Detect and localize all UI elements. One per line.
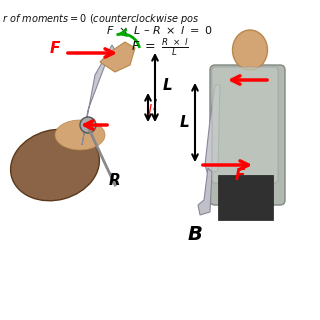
Polygon shape <box>205 85 220 175</box>
Text: $\it{l}$: $\it{l}$ <box>152 98 158 113</box>
Text: R: R <box>109 172 121 188</box>
Ellipse shape <box>11 129 100 201</box>
Text: $\it{l}$: $\it{l}$ <box>147 102 153 117</box>
Polygon shape <box>82 45 115 145</box>
Text: $\it{r\ of\ moments = 0\ (counterclockwise\ pos}$: $\it{r\ of\ moments = 0\ (counterclockwi… <box>2 12 199 26</box>
Text: F: F <box>50 41 60 55</box>
Circle shape <box>80 117 96 133</box>
FancyBboxPatch shape <box>212 67 278 183</box>
Ellipse shape <box>55 120 105 150</box>
Text: L: L <box>180 115 190 130</box>
Ellipse shape <box>233 30 268 70</box>
Text: B: B <box>188 226 203 244</box>
Polygon shape <box>100 42 135 72</box>
Bar <box>218 175 273 220</box>
FancyBboxPatch shape <box>210 65 285 205</box>
Text: L: L <box>163 77 173 92</box>
Text: $\it{F\ \times\ L\ –\ R\ \times\ l\ =\ 0}$: $\it{F\ \times\ L\ –\ R\ \times\ l\ =\ 0… <box>107 24 213 36</box>
Text: $\it{F\ =\ \frac{R\ \times\ l}{L}}$: $\it{F\ =\ \frac{R\ \times\ l}{L}}$ <box>131 37 189 58</box>
Polygon shape <box>198 168 212 215</box>
Text: F: F <box>235 167 245 182</box>
